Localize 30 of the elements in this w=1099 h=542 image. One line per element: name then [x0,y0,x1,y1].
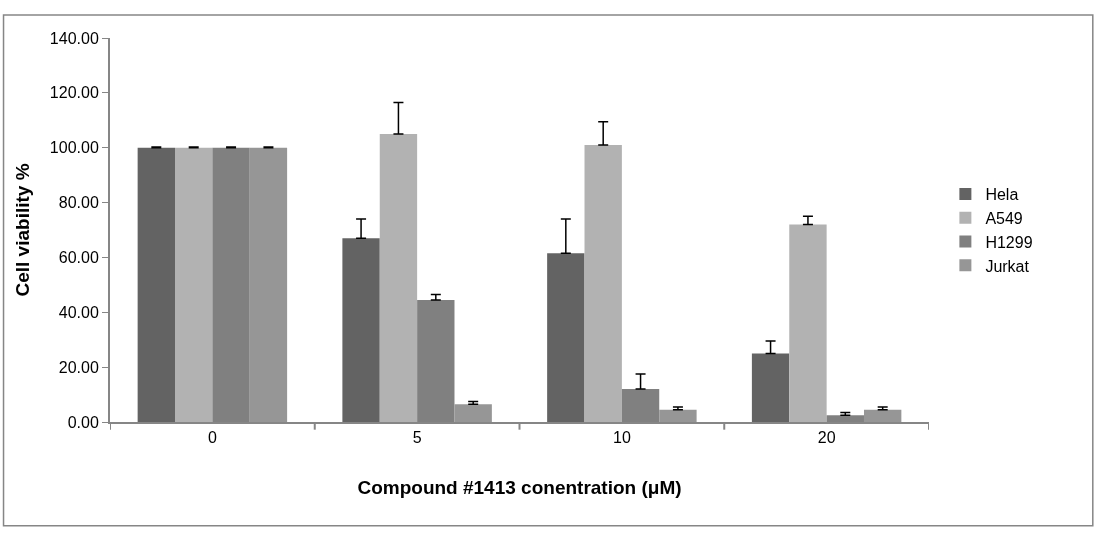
y-axis-title: Cell viability % [12,163,34,297]
y-tick-label: 20.00 [58,358,99,376]
x-axis-title: Compound #1413 conentration (μM) [357,476,682,498]
x-tick-label: 10 [612,429,631,447]
legend-label: Jurkat [985,257,1030,275]
bar [789,224,827,422]
bar [379,134,418,422]
y-tick-label: 100.00 [49,139,99,157]
bar [249,147,288,422]
y-tick-label: 120.00 [49,84,99,102]
y-tick-label: 80.00 [58,194,99,212]
x-tick-label: 20 [817,429,836,447]
x-tick-label: 5 [412,429,422,447]
bar [342,238,380,422]
bar [751,353,790,422]
bar [584,144,622,422]
legend-label: Hela [985,186,1019,204]
bar [137,147,176,422]
bar [175,147,213,422]
bar [659,409,697,422]
bar [547,253,585,422]
y-tick-label: 60.00 [58,249,99,267]
bar [863,409,902,422]
y-tick-label: 0.00 [67,413,99,431]
bar [454,404,492,422]
legend-label: A549 [985,209,1023,227]
y-tick-label: 140.00 [49,29,99,47]
y-tick-label: 40.00 [58,303,99,321]
x-tick-label: 0 [207,429,217,447]
legend-label: H1299 [985,233,1033,251]
